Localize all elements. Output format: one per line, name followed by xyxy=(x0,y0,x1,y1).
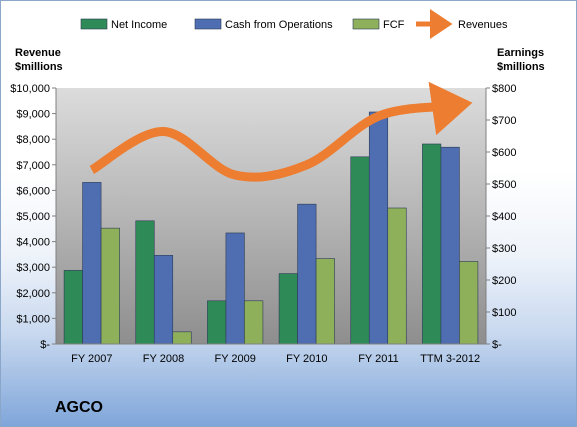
category-label: FY 2007 xyxy=(71,353,112,365)
bar-cash-from-operations xyxy=(153,255,174,345)
legend-swatch-fcf xyxy=(352,18,380,30)
revenue-line xyxy=(89,81,473,182)
bar-cash-from-operations xyxy=(82,182,102,345)
legend-label-cash-from-operations: Cash from Operations xyxy=(225,19,333,31)
left-tick-label: $8,000 xyxy=(16,134,50,146)
category-label: FY 2009 xyxy=(214,353,255,365)
legend-swatch-cash-from-operations xyxy=(194,18,222,30)
left-tick-label: $- xyxy=(40,339,50,351)
left-tick-label: $6,000 xyxy=(16,185,50,197)
right-tick-label: $100 xyxy=(492,307,516,319)
bar-net-income xyxy=(422,143,442,345)
bar-net-income xyxy=(350,156,370,345)
bar-net-income xyxy=(63,270,83,345)
revenue-line-layer xyxy=(89,81,473,182)
bar-net-income xyxy=(207,300,227,345)
left-tick-label: $2,000 xyxy=(16,288,50,300)
left-axis-title-line2: $millions xyxy=(15,61,63,73)
category-label: FY 2008 xyxy=(143,353,184,365)
left-tick-label: $1,000 xyxy=(16,313,50,325)
left-tick-label: $9,000 xyxy=(16,109,50,121)
bar-cash-from-operations xyxy=(368,111,389,345)
left-tick-label: $4,000 xyxy=(16,237,50,249)
category-label: FY 2010 xyxy=(286,353,327,365)
bar-fcf xyxy=(100,227,120,345)
bar-fcf xyxy=(387,207,407,345)
left-tick-label: $10,000 xyxy=(10,83,50,95)
right-tick-label: $700 xyxy=(492,115,516,127)
bar-fcf xyxy=(244,300,264,345)
right-tick-label: $500 xyxy=(492,179,516,191)
legend-swatch-net-income xyxy=(80,18,108,30)
right-tick-label: $600 xyxy=(492,147,516,159)
bar-fcf xyxy=(459,261,479,345)
right-tick-label: $200 xyxy=(492,275,516,287)
bars xyxy=(63,111,479,345)
bar-cash-from-operations xyxy=(225,232,245,345)
bar-cash-from-operations xyxy=(297,203,317,345)
right-tick-label: $400 xyxy=(492,211,516,223)
category-label: TTM 3-2012 xyxy=(420,353,480,365)
legend-label-net-income: Net Income xyxy=(111,19,167,31)
legend-label-fcf: FCF xyxy=(383,19,405,31)
x-axis: FY 2007 FY 2008 FY 2009 FY 2010 FY 2011 TTM 3… xyxy=(56,343,486,365)
bar-cash-from-operations xyxy=(440,146,460,345)
bar-net-income xyxy=(135,220,155,345)
legend-label-revenues: Revenues xyxy=(458,19,508,31)
plot-area xyxy=(56,88,486,344)
left-axis-title-line1: Revenue xyxy=(15,47,61,59)
right-axis-title-line1: Earnings xyxy=(497,47,544,59)
bar-fcf xyxy=(172,331,192,345)
company-name: AGCO xyxy=(55,399,103,416)
right-axis-title-line2: $millions xyxy=(497,61,545,73)
right-tick-label: $800 xyxy=(492,83,516,95)
bar-fcf xyxy=(315,258,335,345)
left-axis: $- $1,000 $2,000 $3,000 $4,000 $5,000 $6,000 $7… xyxy=(10,83,57,351)
right-tick-label: $300 xyxy=(492,243,516,255)
left-tick-label: $5,000 xyxy=(16,211,50,223)
category-label: FY 2011 xyxy=(358,353,399,365)
legend: Net Income Cash from Operations FCF Revenue… xyxy=(80,9,508,39)
right-tick-label: $- xyxy=(492,339,502,351)
right-axis: $- $100 $200 $300 $400 $500 $600 $700 $800 xyxy=(485,83,516,351)
left-tick-label: $3,000 xyxy=(16,262,50,274)
bar-net-income xyxy=(278,273,298,345)
left-tick-label: $7,000 xyxy=(16,160,50,172)
